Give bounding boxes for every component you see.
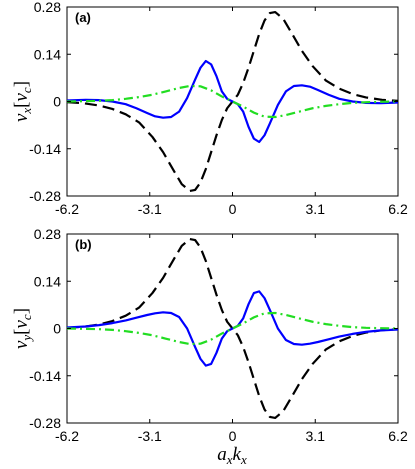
series-dash-dot-line-a xyxy=(66,84,399,119)
x-tick-label-a: 6.2 xyxy=(388,201,408,217)
x-tick-label-b: -6.2 xyxy=(55,428,79,444)
y-tick-label-a: 0.14 xyxy=(34,46,61,62)
y-tick-label-b: -0.14 xyxy=(29,368,61,384)
x-tick-label-a: -3.1 xyxy=(138,201,162,217)
series-solid-line-a xyxy=(66,59,399,144)
series-layer-b xyxy=(66,237,399,420)
y-tick-label-b: 0.28 xyxy=(34,226,61,242)
panel-label-a: (a) xyxy=(75,10,91,25)
x-tick-label-a: 3.1 xyxy=(306,201,326,217)
y-tick-label-b: 0 xyxy=(53,321,61,337)
y-tick-label-b: -0.28 xyxy=(29,415,61,431)
x-tick-label-b: -3.1 xyxy=(138,428,162,444)
y-ticks-b: -0.28 -0.14 0 0.14 0.28 xyxy=(29,226,398,431)
x-tick-label-b: 6.2 xyxy=(388,428,408,444)
y-ticks-a: -0.28 -0.14 0 0.14 0.28 xyxy=(29,0,398,204)
series-solid-line-b xyxy=(66,290,399,367)
x-tick-label-a: 0 xyxy=(229,201,237,217)
series-dashed-line-b xyxy=(66,237,399,420)
y-tick-label-a: 0.28 xyxy=(34,0,61,15)
x-tick-label-b: 3.1 xyxy=(306,428,326,444)
x-tick-label-a: -6.2 xyxy=(55,201,79,217)
y-axis-label-a: vx[vc] xyxy=(11,81,34,122)
y-tick-label-b: 0.14 xyxy=(34,273,61,289)
x-tick-label-b: 0 xyxy=(229,428,237,444)
y-tick-label-a: -0.28 xyxy=(29,188,61,204)
series-dash-dot-line-b xyxy=(66,311,399,346)
x-axis-label-b: axkx xyxy=(217,444,247,467)
y-tick-label-a: 0 xyxy=(53,94,61,110)
series-layer-a xyxy=(66,10,399,193)
x-ticks-a: -6.2 -3.1 0 3.1 6.2 xyxy=(55,7,408,217)
x-ticks-b: -6.2 -3.1 0 3.1 6.2 xyxy=(55,234,408,444)
y-axis-label-b: vy[vc] xyxy=(11,308,34,349)
series-dashed-line-a xyxy=(66,10,399,193)
y-tick-label-a: -0.14 xyxy=(29,141,61,157)
panel-label-b: (b) xyxy=(75,237,92,252)
